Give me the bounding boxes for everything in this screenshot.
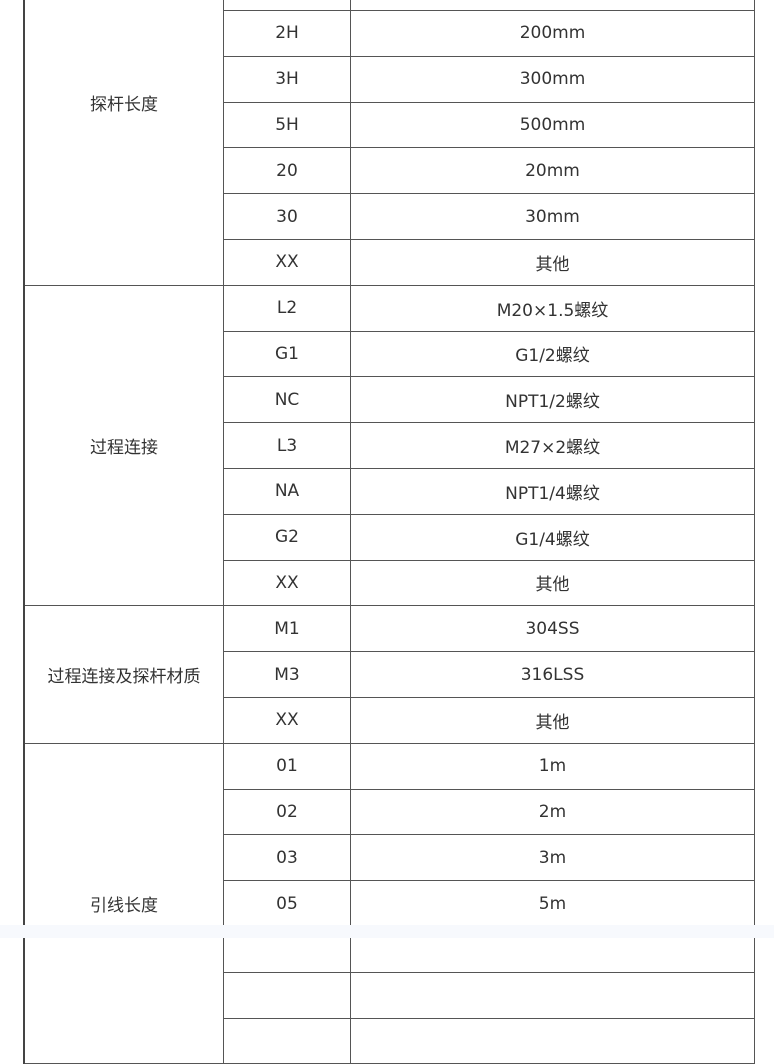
table-row: XX 其他 [24, 696, 755, 744]
description-cell [350, 0, 755, 11]
table-row: 05 5m [24, 880, 755, 927]
description-cell: M27×2螺纹 [350, 422, 755, 469]
code-cell: G1 [223, 330, 351, 378]
group-label: 过程连接及探杆材质 [23, 605, 224, 744]
description-cell: 20mm [350, 147, 755, 195]
table-row: 2H 200mm [24, 10, 755, 57]
code-cell: 5H [223, 101, 351, 149]
code-cell: M1 [223, 605, 351, 653]
group-label: 探杆长度 [23, 0, 224, 286]
code-cell [223, 1017, 351, 1064]
table-row: 20 20mm [24, 147, 755, 195]
description-cell: 3m [350, 834, 755, 882]
table-row: 引线长度 01 1m [23, 742, 755, 1064]
code-cell: NA [223, 467, 351, 515]
code-cell: NC [223, 376, 351, 424]
code-cell: M3 [223, 651, 351, 698]
code-cell: L3 [223, 422, 351, 469]
description-cell: 304SS [350, 605, 755, 653]
description-cell: NPT1/2螺纹 [350, 376, 755, 424]
code-cell: XX [223, 559, 351, 607]
code-cell: 01 [223, 742, 351, 790]
table-row: 过程连接 L2 M20×1.5螺纹 [23, 284, 755, 607]
table-row [24, 0, 755, 11]
group-label: 过程连接 [23, 284, 224, 607]
code-cell: XX [223, 696, 351, 744]
spec-table: 探杆长度 2H 200mm 3H 300mm 5H 500mm 20 20mm 30 30mm XX 其… [23, 0, 755, 1064]
table-row: 30 30mm [24, 193, 755, 240]
code-cell: 30 [223, 193, 351, 240]
description-cell: 1m [350, 742, 755, 790]
description-cell [350, 971, 755, 1019]
table-row: XX 其他 [24, 238, 755, 286]
description-cell [350, 1017, 755, 1064]
description-cell: 30mm [350, 193, 755, 240]
description-cell: 200mm [350, 10, 755, 57]
table-row: 过程连接及探杆材质 M1 304SS [23, 605, 755, 744]
code-cell [223, 971, 351, 1019]
table-row: 3H 300mm [24, 55, 755, 103]
code-cell: 03 [223, 834, 351, 882]
description-cell: G1/2螺纹 [350, 330, 755, 378]
code-cell [223, 0, 351, 11]
description-cell: 其他 [350, 559, 755, 607]
code-cell: 05 [223, 880, 351, 927]
description-cell: 2m [350, 788, 755, 836]
description-cell: NPT1/4螺纹 [350, 467, 755, 515]
table-row: 03 3m [24, 834, 755, 882]
table-row: M3 316LSS [24, 651, 755, 698]
table-row: 02 2m [24, 788, 755, 836]
footer-strip [0, 925, 774, 938]
code-cell: L2 [223, 284, 351, 332]
code-cell: 02 [223, 788, 351, 836]
code-cell: 2H [223, 10, 351, 57]
description-cell: 5m [350, 880, 755, 927]
description-cell: 316LSS [350, 651, 755, 698]
description-cell: G1/4螺纹 [350, 513, 755, 561]
code-cell: 3H [223, 55, 351, 103]
code-cell: XX [223, 238, 351, 286]
group-label: 引线长度 [23, 742, 224, 1064]
description-cell: 300mm [350, 55, 755, 103]
code-cell: 20 [223, 147, 351, 195]
table-row: 5H 500mm [24, 101, 755, 149]
table-row: NC NPT1/2螺纹 [24, 376, 755, 424]
table-row: G1 G1/2螺纹 [24, 330, 755, 378]
description-cell: M20×1.5螺纹 [350, 284, 755, 332]
table-row: L3 M27×2螺纹 [24, 422, 755, 469]
description-cell: 其他 [350, 238, 755, 286]
description-cell: 其他 [350, 696, 755, 744]
code-cell: G2 [223, 513, 351, 561]
description-cell: 500mm [350, 101, 755, 149]
